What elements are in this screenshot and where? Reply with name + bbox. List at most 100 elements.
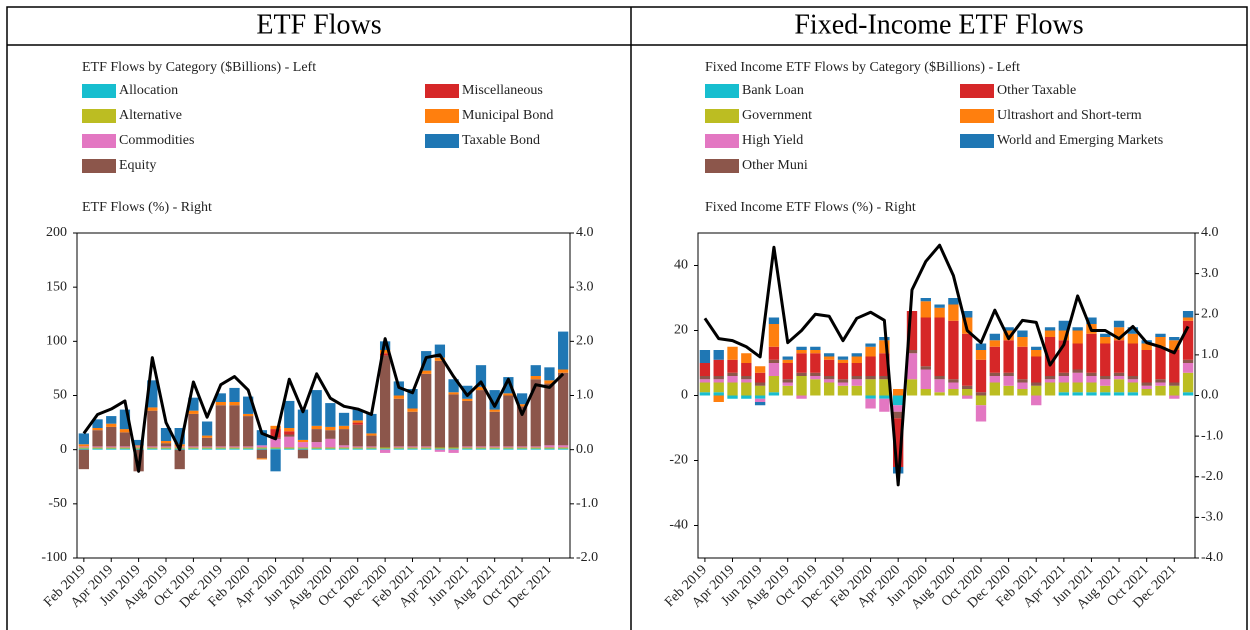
bar	[133, 445, 144, 447]
bar	[975, 392, 987, 396]
bar	[975, 405, 987, 422]
bar	[810, 372, 821, 376]
bar	[188, 413, 199, 447]
bar	[893, 418, 904, 467]
bar	[407, 448, 418, 450]
legend-swatch	[425, 84, 459, 98]
bar	[544, 445, 555, 448]
bar	[754, 395, 766, 399]
bar	[713, 350, 724, 360]
bar	[544, 367, 555, 381]
bar	[1058, 330, 1070, 341]
legend-swatch	[82, 134, 116, 148]
bar	[1072, 382, 1083, 393]
legend-label: Other Muni	[742, 158, 808, 173]
bar	[489, 411, 500, 447]
bar	[796, 395, 807, 399]
bar	[338, 448, 350, 450]
bar	[256, 430, 268, 446]
line	[703, 243, 1190, 487]
y2-tick-label: 1.0	[1201, 347, 1219, 362]
bar	[906, 311, 918, 350]
bar	[1086, 372, 1097, 376]
bar	[530, 446, 541, 448]
bar	[379, 449, 391, 453]
legend-label: Ultrashort and Short-term	[997, 108, 1142, 123]
legend-swatch	[960, 84, 994, 98]
y-tick-label: -50	[48, 496, 67, 511]
bar	[713, 395, 724, 402]
bar	[1127, 376, 1139, 380]
bar	[727, 376, 738, 383]
bar	[1086, 376, 1097, 383]
bar	[516, 404, 528, 407]
bar	[407, 389, 418, 409]
bar	[489, 448, 500, 450]
bar	[119, 448, 131, 450]
bar	[475, 386, 487, 391]
bar	[1100, 376, 1111, 380]
bar	[948, 298, 959, 305]
bar	[1169, 350, 1180, 383]
bar	[920, 366, 931, 370]
bar	[1031, 382, 1042, 386]
bar	[713, 392, 724, 396]
bar	[851, 353, 862, 357]
bar	[934, 317, 945, 376]
bar	[297, 447, 309, 449]
bar	[1003, 372, 1014, 376]
bar	[530, 365, 541, 376]
bar	[713, 379, 724, 383]
bar	[810, 346, 821, 350]
bar	[544, 447, 555, 449]
bar	[837, 385, 849, 396]
bar	[503, 393, 514, 396]
bar	[1003, 385, 1014, 396]
bar	[727, 395, 738, 399]
bar	[851, 356, 862, 363]
bar	[160, 441, 172, 444]
bar	[1017, 389, 1028, 396]
y-tick-label: 0	[681, 388, 688, 403]
bar	[475, 446, 487, 448]
bar	[92, 448, 103, 450]
bar	[823, 353, 835, 357]
bar	[119, 432, 131, 447]
bar	[1182, 359, 1194, 363]
bar	[1044, 379, 1056, 383]
bar	[78, 447, 89, 449]
bar	[366, 433, 377, 436]
bar	[754, 382, 766, 386]
bar	[229, 446, 240, 448]
bar	[837, 363, 849, 380]
bar	[434, 449, 446, 452]
bar	[1127, 343, 1139, 376]
bar	[489, 409, 500, 412]
bar	[133, 448, 144, 450]
bar	[558, 372, 569, 446]
bar	[201, 437, 213, 447]
legend-swatch	[960, 134, 994, 148]
bar	[768, 346, 780, 360]
bar	[229, 387, 240, 402]
bar	[311, 447, 322, 449]
legend-swatch	[705, 84, 739, 98]
bar	[516, 393, 528, 405]
bar	[475, 390, 487, 447]
bar	[448, 449, 459, 453]
bar	[475, 365, 487, 387]
line	[82, 337, 565, 473]
bar	[989, 333, 1000, 341]
bar	[516, 446, 528, 448]
legend-swatch	[425, 134, 459, 148]
bar	[837, 382, 849, 386]
bar	[1058, 376, 1070, 383]
bar	[366, 413, 377, 434]
bar	[1169, 337, 1180, 341]
bar	[366, 447, 377, 449]
legend-label: Municipal Bond	[462, 108, 553, 123]
bar	[106, 416, 117, 424]
bar	[366, 435, 377, 447]
bar	[379, 350, 391, 354]
bar	[1169, 340, 1180, 350]
